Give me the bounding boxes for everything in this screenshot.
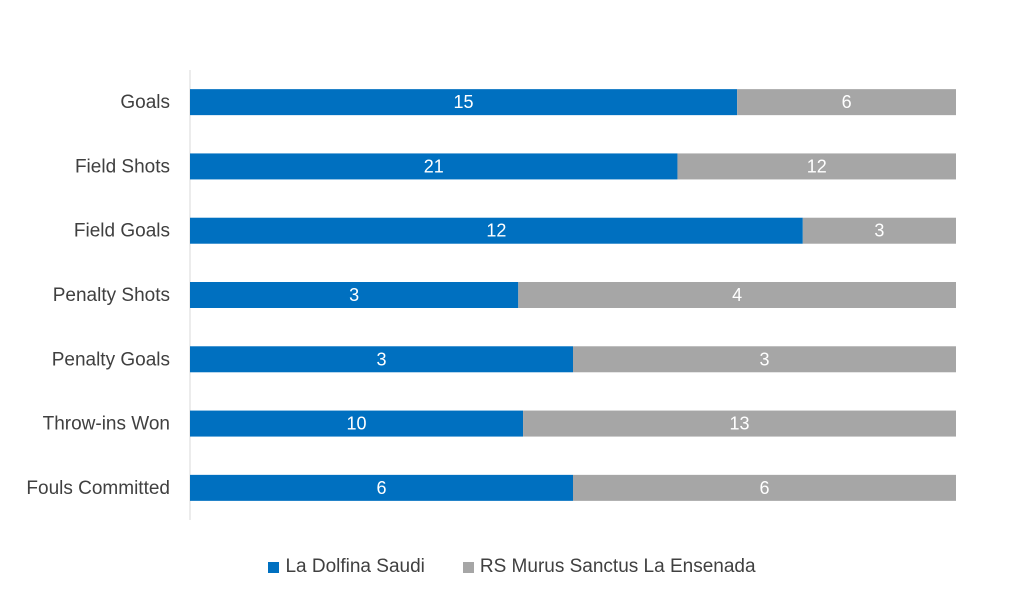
bar-segment-series-2 xyxy=(518,282,956,308)
data-label: 3 xyxy=(759,349,769,369)
data-label: 13 xyxy=(730,414,750,434)
data-label: 10 xyxy=(347,414,367,434)
data-label: 3 xyxy=(376,349,386,369)
legend-swatch-series-2 xyxy=(462,561,474,573)
legend-label-series-2: RS Murus Sanctus La Ensenada xyxy=(479,556,756,577)
bar-segment-series-2 xyxy=(802,217,956,244)
data-label: 6 xyxy=(376,478,386,498)
stacked-bar-chart: Goals Field Shots Field Goals Penalty Shots… xyxy=(26,70,956,520)
category-label: Penalty Goals xyxy=(52,349,170,370)
data-label: 15 xyxy=(454,92,474,112)
bar-segment-series-1 xyxy=(190,153,678,180)
category-label: Field Shots xyxy=(75,156,170,177)
category-label: Fouls Committed xyxy=(26,478,170,499)
data-label: 6 xyxy=(759,478,769,498)
category-label: Penalty Shots xyxy=(53,285,170,306)
category-label: Goals xyxy=(120,92,170,113)
bars xyxy=(190,89,956,501)
legend: La Dolfina Saudi RS Murus Sanctus La Ens… xyxy=(0,556,1024,578)
legend-swatch-series-1 xyxy=(268,561,280,573)
bar-segment-series-2 xyxy=(573,346,956,373)
bar-segment-series-2 xyxy=(573,474,956,501)
bar-segment-series-1 xyxy=(190,474,573,501)
bar-segment-series-1 xyxy=(190,410,524,437)
data-labels: 15 6 21 12 12 3 3 4 3 3 10 13 6 6 xyxy=(347,92,885,498)
category-labels: Goals Field Shots Field Goals Penalty Shots… xyxy=(26,92,170,499)
data-label: 21 xyxy=(424,156,444,176)
data-label: 12 xyxy=(486,221,506,241)
bar-segment-series-1 xyxy=(190,217,803,244)
bar-segment-series-2 xyxy=(737,89,956,116)
category-label: Throw-ins Won xyxy=(43,414,170,435)
bar-segment-series-1 xyxy=(190,282,519,308)
data-label: 3 xyxy=(349,285,359,305)
data-label: 3 xyxy=(874,221,884,241)
bar-segment-series-2 xyxy=(677,153,956,180)
data-label: 4 xyxy=(732,285,742,305)
data-label: 6 xyxy=(842,92,852,112)
legend-item-series-2: RS Murus Sanctus La Ensenada xyxy=(462,556,756,578)
legend-label-series-1: La Dolfina Saudi xyxy=(285,556,425,577)
bar-segment-series-1 xyxy=(190,89,738,116)
legend-item-series-1: La Dolfina Saudi xyxy=(268,556,425,578)
bar-segment-series-1 xyxy=(190,346,573,373)
category-label: Field Goals xyxy=(74,221,170,242)
bar-segment-series-2 xyxy=(523,410,956,437)
data-label: 12 xyxy=(807,156,827,176)
